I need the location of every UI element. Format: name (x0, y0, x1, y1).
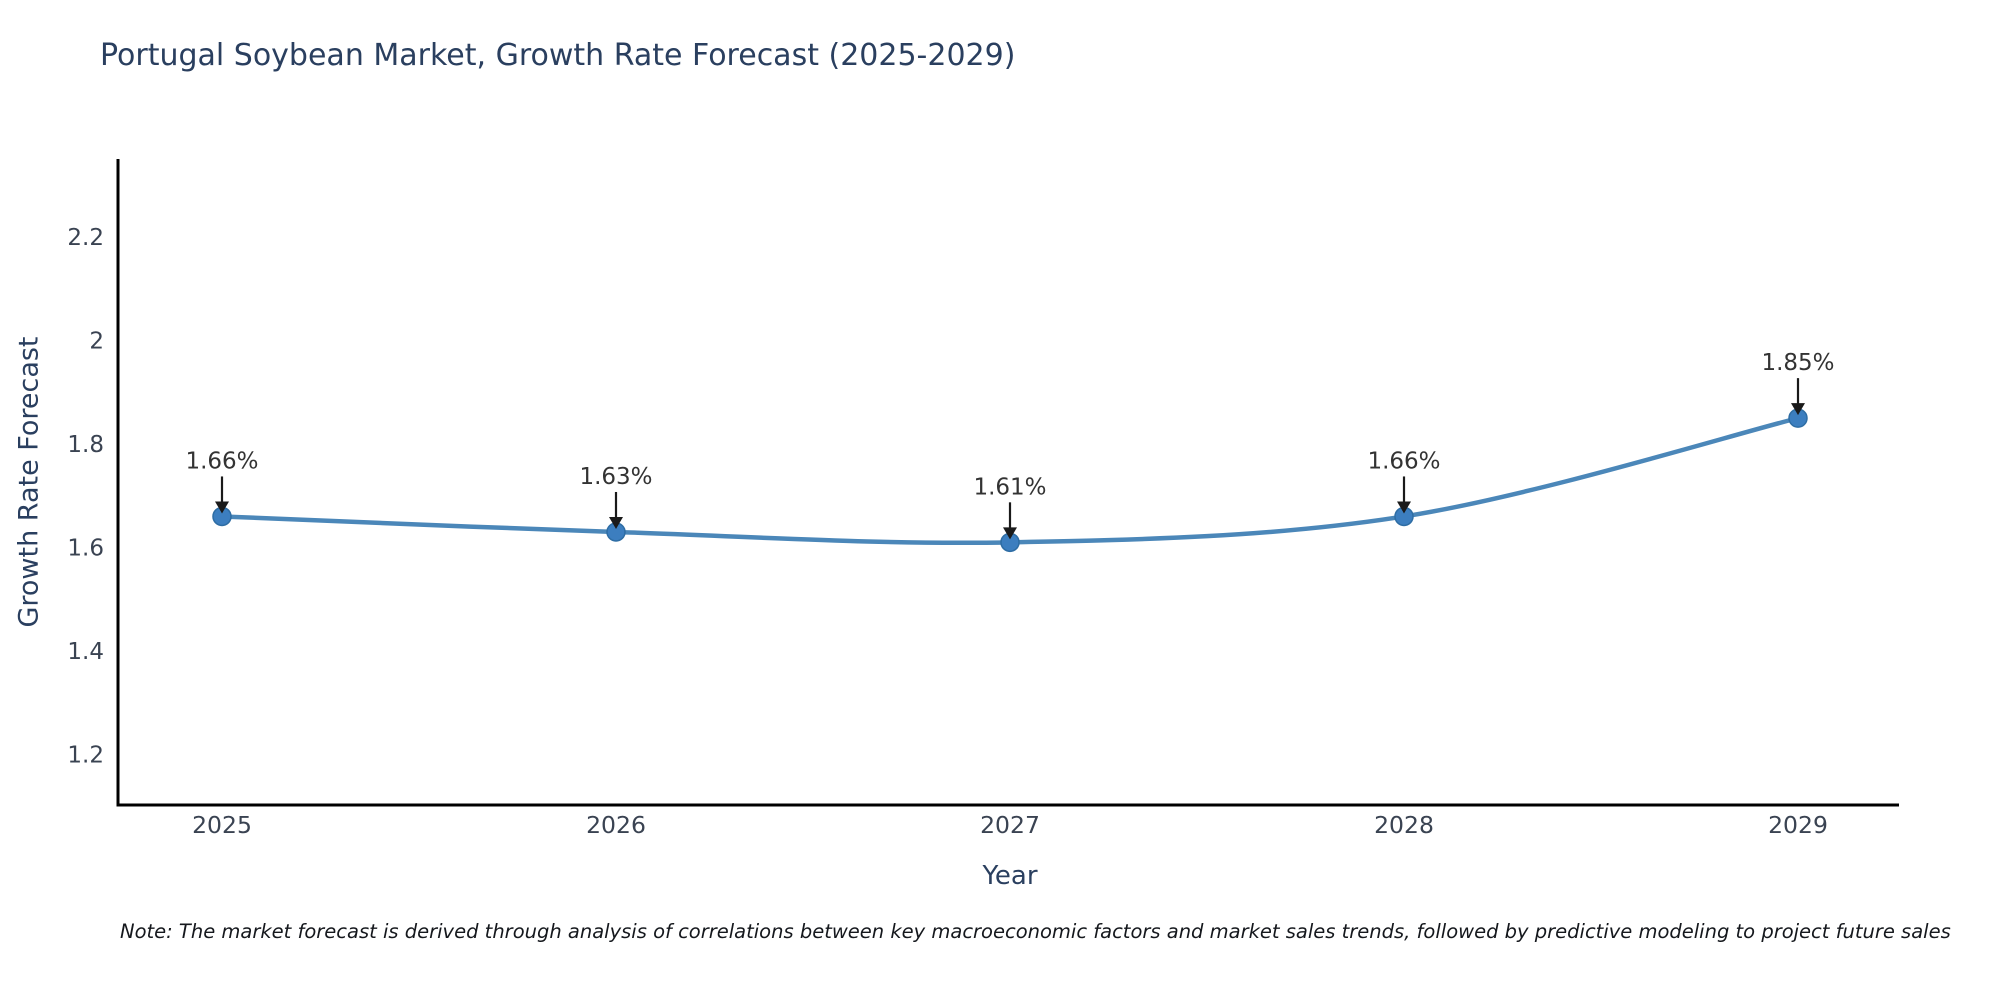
y-tick-label: 1.4 (67, 639, 104, 665)
data-point-label: 1.63% (579, 464, 652, 490)
footnote: Note: The market forecast is derived thr… (120, 920, 1951, 943)
data-point-label: 1.66% (1367, 448, 1440, 474)
annotation-arrowhead-icon (1397, 501, 1411, 514)
data-point-label: 1.61% (973, 474, 1046, 500)
annotation-arrowhead-icon (1003, 527, 1017, 540)
chart-title: Portugal Soybean Market, Growth Rate For… (100, 38, 1016, 73)
x-tick-label: 2029 (1768, 811, 1828, 839)
data-point-label: 1.66% (185, 448, 258, 474)
data-point-label: 1.85% (1761, 350, 1834, 376)
annotation-arrowhead-icon (1791, 403, 1805, 416)
x-tick-label: 2026 (586, 811, 646, 839)
x-tick-label: 2025 (192, 811, 252, 839)
y-tick-label: 1.2 (67, 743, 104, 769)
y-tick-label: 1.8 (67, 432, 104, 458)
annotation-arrowhead-icon (609, 516, 623, 529)
annotation-arrowhead-icon (215, 501, 229, 514)
x-axis-label: Year (982, 861, 1038, 891)
y-tick-label: 2.2 (67, 225, 104, 251)
x-tick-label: 2027 (980, 811, 1040, 839)
x-tick-label: 2028 (1374, 811, 1434, 839)
y-tick-label: 1.6 (67, 536, 104, 562)
y-tick-label: 2 (89, 329, 104, 355)
